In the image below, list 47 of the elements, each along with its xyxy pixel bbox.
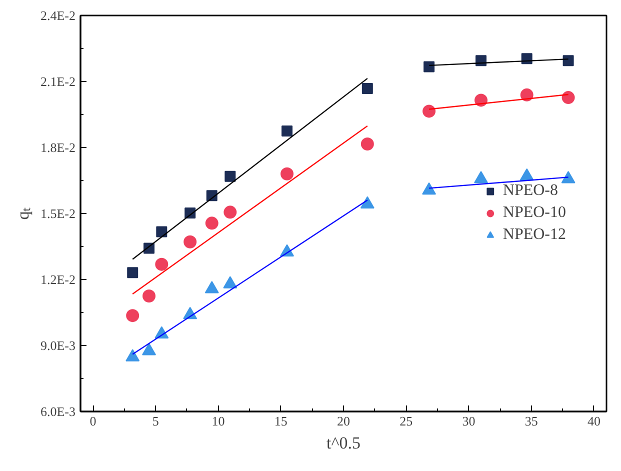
point [126,349,140,362]
point [204,280,219,294]
x-tick-label: 20 [337,414,350,428]
point [223,276,238,288]
y-tick-label: 9.0E-3 [40,338,76,353]
point [562,91,575,104]
x-tick-label: 30 [462,414,476,428]
legend-label: NPEO-8 [502,182,558,200]
x-tick-label: 0 [90,414,96,428]
point [422,182,436,195]
point [224,206,237,219]
x-tick-label: 35 [524,414,538,428]
x-tick-label: 40 [587,414,600,428]
point [224,170,236,182]
legend-label: NPEO-12 [502,226,566,244]
point [127,267,138,278]
x-tick-label: 15 [274,414,288,428]
y-tick-label: 2.1E-2 [40,74,76,89]
point [422,104,436,118]
point [520,168,534,181]
point [520,88,534,102]
point [205,216,218,230]
x-tick-label: 10 [212,414,225,428]
point [424,61,435,72]
point [360,196,374,209]
point [142,290,156,302]
point [360,137,374,150]
point [156,226,168,238]
x-tick-label: 5 [152,414,159,428]
point [562,55,574,66]
point [282,126,293,136]
y-tick-label: 1.5E-2 [40,206,76,221]
point [184,235,197,248]
point [362,83,373,94]
point [280,167,294,180]
point [474,94,488,107]
y-tick-label: 1.2E-2 [40,272,76,287]
legend-label: NPEO-10 [502,204,566,222]
y-tick-label: 1.8E-2 [40,140,76,155]
y-tick-label: 6.0E-3 [40,404,76,419]
x-axis-title: t^0.5 [326,434,360,452]
y-tick-label: 2.4E-2 [40,8,76,23]
point [142,342,156,356]
point [126,309,140,322]
y-axis-title: qₜ [13,207,32,220]
point [155,258,168,271]
x-tick-label: 25 [400,414,413,428]
